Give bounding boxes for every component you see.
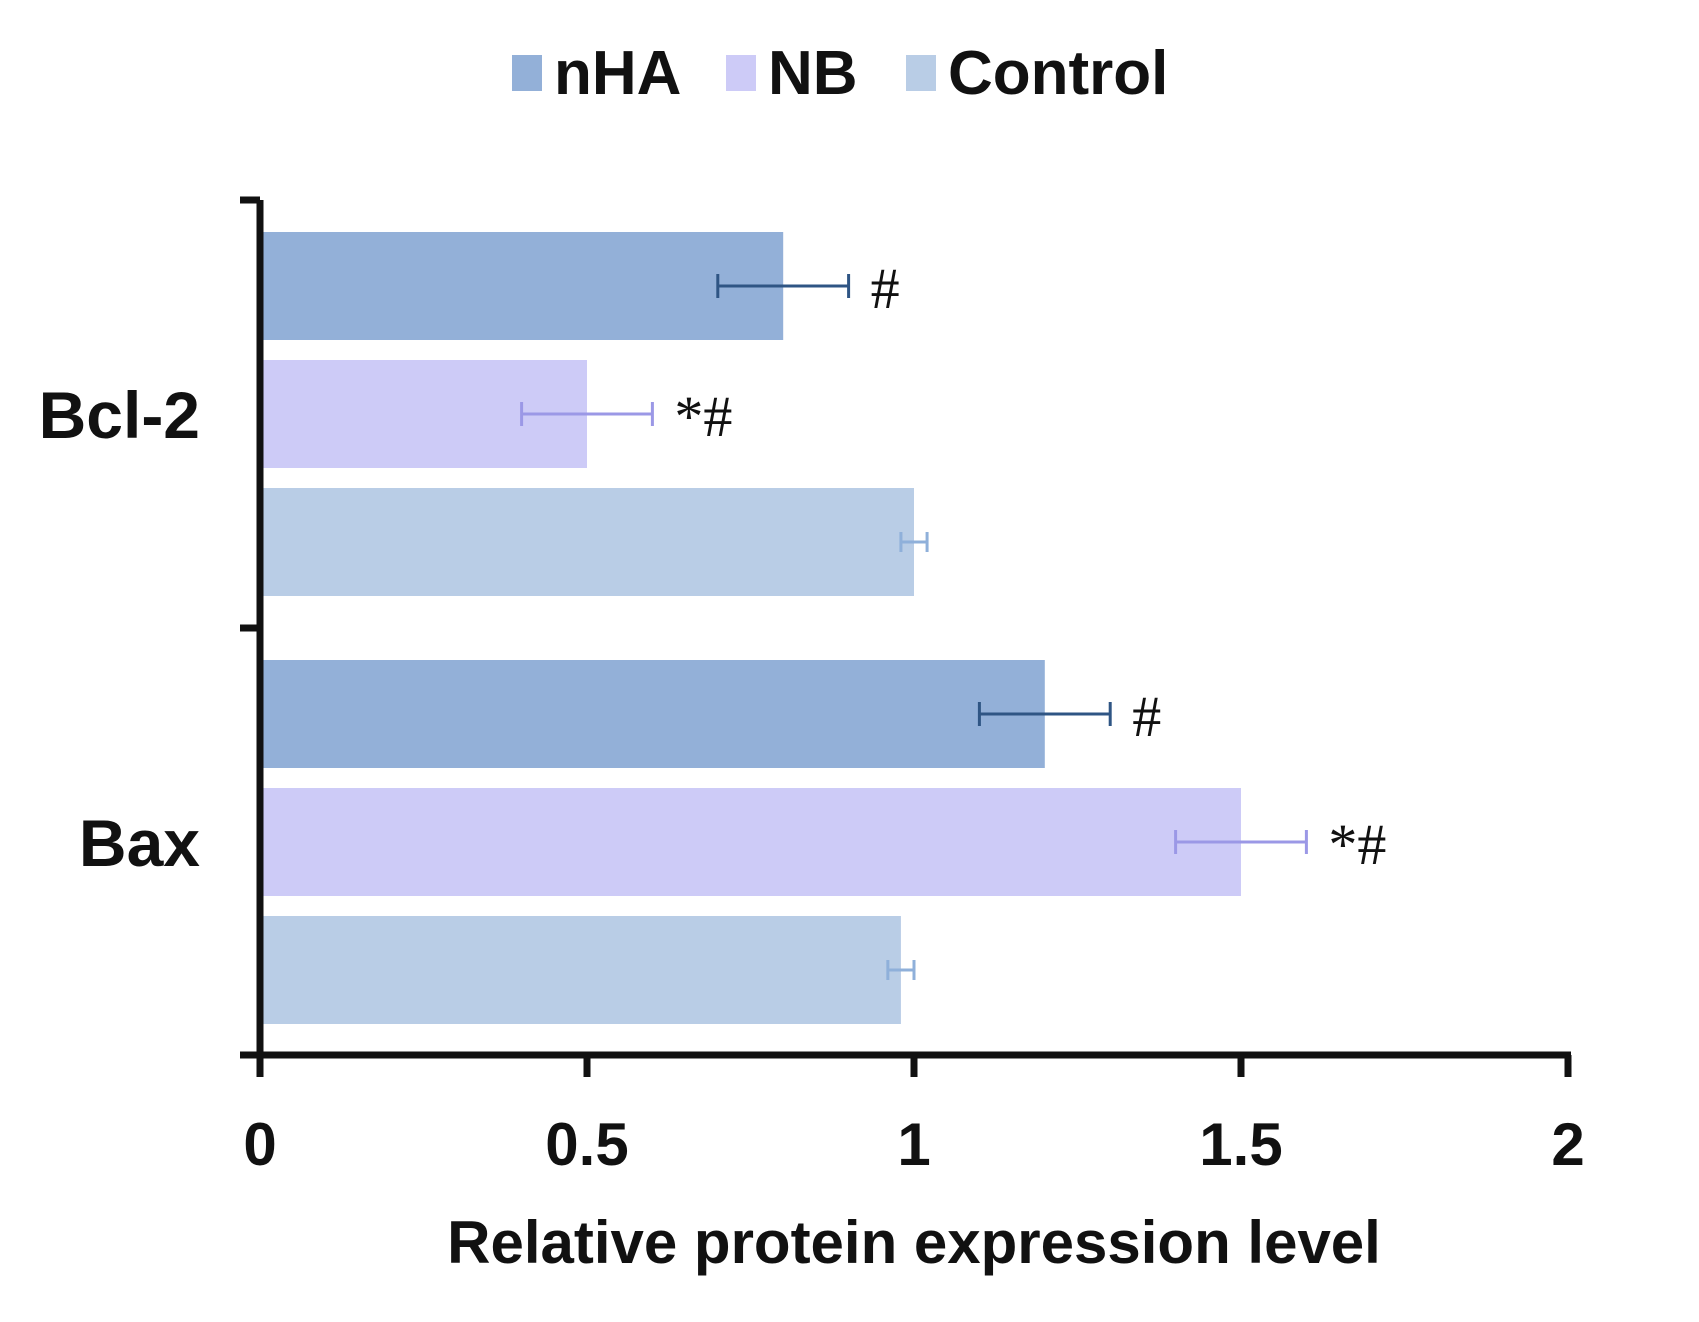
error-bar-control-bax	[886, 960, 916, 980]
error-bar-control-bcl-2	[899, 532, 929, 552]
significance-label-nb-bax: *#	[1328, 812, 1386, 877]
x-tick-label: 1	[897, 1111, 930, 1178]
bar-nb-bax	[260, 788, 1241, 896]
bar-control-bax	[260, 916, 901, 1024]
error-bar-nb-bax	[1174, 830, 1308, 854]
x-tick-label: 1.5	[1199, 1111, 1282, 1178]
error-bar-nha-bcl-2	[716, 274, 851, 298]
x-tick-label: 0.5	[545, 1111, 628, 1178]
legend-label-control: Control	[948, 39, 1168, 108]
error-bar-nha-bax	[977, 702, 1112, 726]
bar-control-bcl-2	[260, 488, 914, 596]
legend-label-nha: nHA	[554, 39, 681, 108]
bar-nha-bax	[260, 660, 1045, 768]
category-label-bcl-2: Bcl-2	[39, 378, 200, 452]
x-tick-label: 2	[1551, 1111, 1584, 1178]
significance-label-nha-bax: #	[1132, 684, 1161, 749]
error-bar-nb-bcl-2	[520, 402, 654, 426]
legend-swatch-control	[906, 55, 936, 91]
significance-label-nha-bcl-2: #	[871, 256, 900, 321]
legend-swatch-nha	[512, 55, 542, 91]
x-axis-title: Relative protein expression level	[447, 1209, 1381, 1276]
legend-swatch-nb	[726, 55, 756, 91]
legend-label-nb: NB	[768, 39, 858, 108]
significance-label-nb-bcl-2: *#	[674, 384, 732, 449]
bar-nha-bcl-2	[260, 232, 784, 340]
category-label-bax: Bax	[79, 806, 200, 880]
x-tick-label: 0	[243, 1111, 276, 1178]
